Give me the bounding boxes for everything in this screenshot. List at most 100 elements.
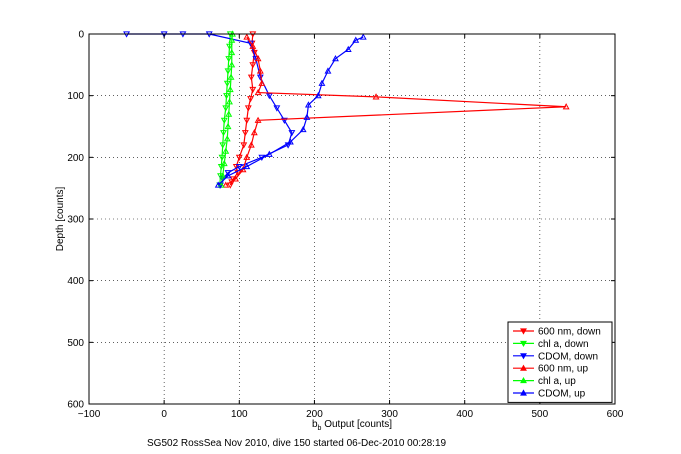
data-point — [225, 110, 233, 117]
x-tick-label: 600 — [607, 409, 624, 420]
data-point — [332, 55, 339, 62]
x-tick-label: −100 — [78, 409, 101, 420]
data-point — [228, 48, 236, 56]
data-point — [223, 93, 230, 100]
data-point — [280, 117, 288, 124]
data-point — [228, 36, 236, 43]
data-point — [232, 175, 239, 182]
x-axis-label: bb Output [counts] — [312, 419, 392, 432]
data-point — [318, 79, 326, 86]
legend-box — [507, 321, 613, 403]
data-point — [247, 40, 255, 47]
legend-swatch-marker — [520, 340, 527, 348]
x-tick-label: 100 — [231, 409, 248, 420]
y-tick-label: 400 — [67, 276, 84, 287]
legend-label: CDOM, up — [538, 389, 586, 400]
data-point — [224, 172, 232, 179]
data-point — [241, 130, 249, 137]
data-point — [222, 105, 230, 112]
legend-entry: chl a, up — [513, 376, 576, 387]
data-point — [224, 68, 232, 75]
legend-swatch-marker — [520, 328, 527, 335]
data-point — [240, 142, 248, 149]
data-point — [220, 130, 227, 137]
data-point — [220, 159, 228, 167]
data-point — [243, 33, 251, 40]
legend-entry: chl a, down — [513, 339, 589, 350]
y-tick-label: 0 — [78, 30, 84, 41]
x-axis-label-subscript: b — [318, 425, 322, 432]
series-line — [217, 36, 364, 186]
data-point — [243, 153, 251, 160]
data-point — [222, 181, 230, 188]
legend-label: CDOM, down — [538, 351, 598, 362]
data-point — [254, 116, 262, 123]
data-point — [243, 117, 251, 124]
x-tick-label: 400 — [456, 409, 473, 420]
data-point — [219, 142, 227, 149]
legend-label: chl a, up — [538, 376, 576, 387]
data-series — [123, 30, 570, 189]
y-tick-label: 300 — [67, 215, 84, 226]
data-point — [244, 105, 252, 112]
legend-swatch-marker — [520, 364, 527, 371]
data-point — [223, 135, 231, 142]
series-5 — [214, 33, 367, 188]
data-point — [219, 172, 227, 179]
y-axis-label: Depth [counts] — [55, 187, 66, 252]
data-point — [352, 36, 360, 43]
data-point — [314, 92, 322, 99]
legend-entry: 600 nm, down — [513, 327, 601, 338]
data-point — [249, 62, 257, 69]
series-line — [225, 36, 567, 186]
data-point — [299, 125, 307, 133]
data-point — [250, 129, 258, 136]
y-tick-label: 200 — [67, 153, 84, 164]
data-point — [217, 173, 224, 180]
data-point — [220, 117, 228, 124]
data-point — [243, 162, 251, 170]
data-point — [324, 67, 332, 74]
data-point — [226, 85, 234, 93]
data-point — [235, 164, 243, 171]
data-point — [273, 105, 281, 112]
data-point — [265, 150, 273, 157]
data-point — [252, 56, 260, 63]
data-point — [288, 130, 296, 137]
data-point — [223, 80, 231, 87]
data-point — [249, 42, 257, 49]
data-point — [258, 79, 266, 86]
x-tick-label: 200 — [306, 409, 323, 420]
data-point — [218, 154, 226, 161]
legend-label: chl a, down — [538, 339, 589, 350]
x-tick-label: 500 — [532, 409, 549, 420]
series-1 — [216, 31, 234, 189]
data-point — [254, 55, 262, 62]
data-point — [303, 113, 311, 120]
data-point — [228, 61, 236, 68]
data-point — [227, 73, 235, 80]
data-point — [224, 170, 232, 177]
legend-label: 600 nm, up — [538, 364, 588, 375]
data-point — [254, 88, 262, 96]
legend-entry: CDOM, up — [513, 389, 586, 400]
data-point — [359, 33, 367, 40]
legend-label: 600 nm, down — [538, 327, 601, 338]
data-point — [372, 93, 380, 100]
data-point — [249, 86, 257, 94]
data-point — [344, 45, 352, 52]
footer-caption: SG502 RossSea Nov 2010, dive 150 started… — [147, 438, 447, 449]
data-point — [562, 103, 570, 110]
data-point — [304, 101, 312, 108]
data-point — [226, 98, 233, 105]
data-point — [247, 96, 255, 103]
data-point — [256, 67, 264, 74]
series-line — [229, 33, 255, 186]
data-point — [247, 141, 255, 148]
legend-entry: CDOM, down — [513, 351, 598, 362]
legend-entry: 600 nm, up — [513, 364, 588, 375]
x-tick-label: 0 — [161, 409, 167, 420]
axis-ticks: −100 0 100 200 300 400 500 600 0 100 200 300 400 500 6… — [67, 30, 623, 421]
